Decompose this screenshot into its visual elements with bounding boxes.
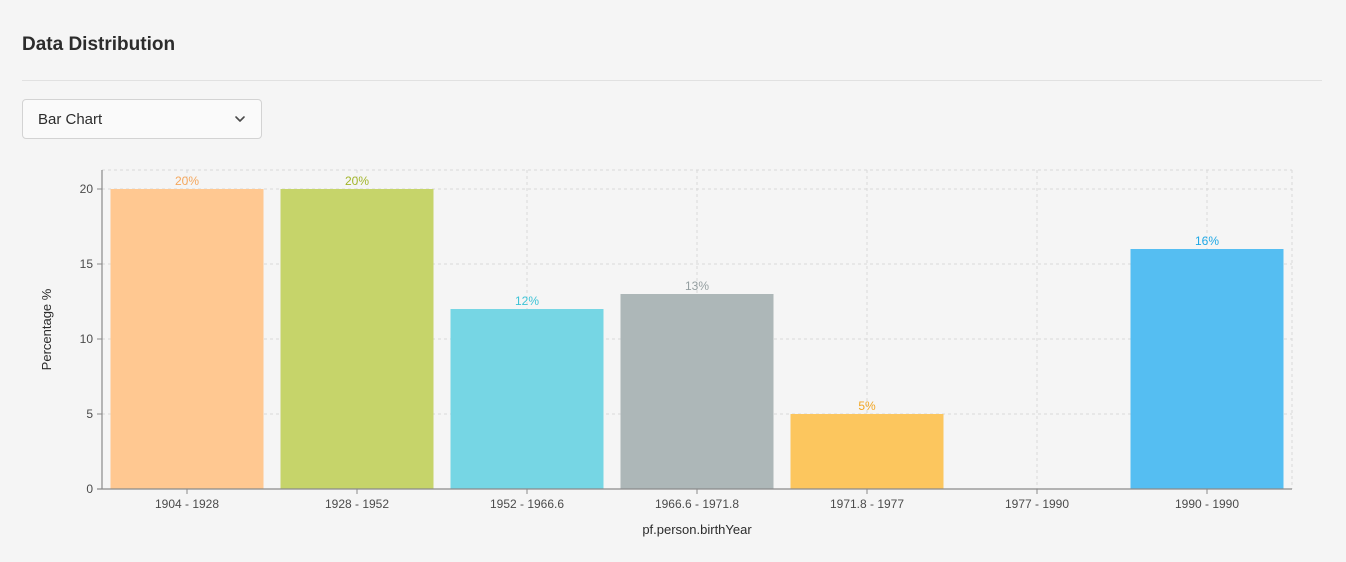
bar-value-label: 5% [858, 399, 876, 413]
bar-value-label: 16% [1195, 234, 1219, 248]
bar-chart: 20% 20% 12% 13% 5% 16% 0 5 10 15 20 1904 - 1928 192… [39, 169, 1293, 537]
panel-title: Data Distribution [22, 34, 176, 55]
x-tick-label: 1904 - 1928 [155, 497, 219, 511]
x-tick-label: 1977 - 1990 [1005, 497, 1069, 511]
chart-type-select-value: Bar Chart [38, 110, 103, 128]
x-tick-label: 1990 - 1990 [1175, 497, 1239, 511]
bar[interactable] [620, 294, 774, 489]
bar[interactable] [280, 189, 434, 489]
bar-value-label: 13% [685, 279, 709, 293]
y-tick-label: 20 [80, 182, 94, 196]
y-tick-label: 5 [86, 407, 93, 421]
bar[interactable] [1130, 249, 1284, 489]
x-tick-label: 1928 - 1952 [325, 497, 389, 511]
y-tick-label: 15 [80, 257, 94, 271]
x-tick-label: 1966.6 - 1971.8 [655, 497, 739, 511]
bar-value-label: 20% [175, 174, 199, 188]
bar[interactable] [450, 309, 604, 489]
bar[interactable] [110, 189, 264, 489]
y-tick-label: 0 [86, 482, 93, 496]
x-axis-title: pf.person.birthYear [642, 522, 752, 537]
x-tick-label: 1952 - 1966.6 [490, 497, 564, 511]
chart-bars: 20% 20% 12% 13% 5% 16% [110, 174, 1284, 489]
chart-type-select[interactable]: Bar Chart [22, 99, 262, 139]
x-tick-label: 1971.8 - 1977 [830, 497, 904, 511]
chart-axes: 0 5 10 15 20 1904 - 1928 1928 - 1952 1952 - 196… [80, 170, 1292, 511]
y-tick-label: 10 [80, 332, 94, 346]
bar-value-label: 12% [515, 294, 539, 308]
bar-value-label: 20% [345, 174, 369, 188]
y-axis-title: Percentage % [39, 288, 54, 370]
chevron-down-icon [235, 116, 245, 122]
bar[interactable] [790, 414, 944, 489]
header-divider [22, 80, 1322, 81]
